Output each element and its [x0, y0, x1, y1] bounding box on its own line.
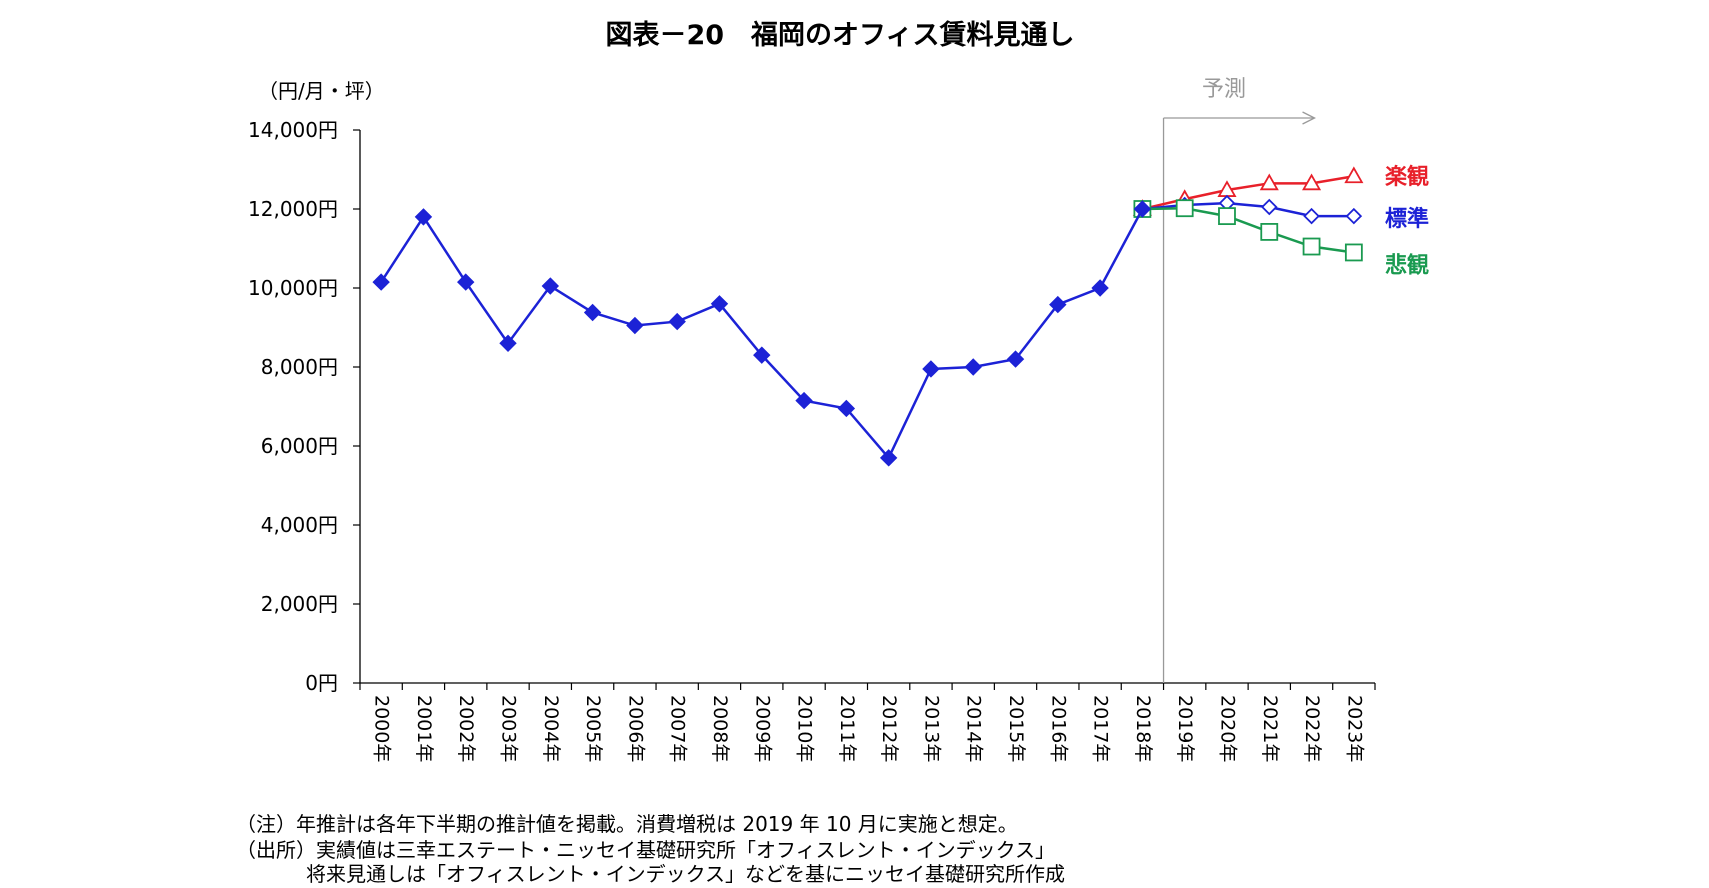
data-point — [1302, 173, 1322, 191]
data-point — [457, 273, 475, 291]
x-tick-label: 2010年 — [794, 695, 816, 762]
series-label: 楽観 — [1385, 164, 1429, 190]
x-tick-label: 2013年 — [920, 695, 942, 762]
data-point — [1344, 166, 1364, 184]
data-point — [541, 277, 560, 295]
y-tick-label: 14,000円 — [248, 118, 338, 142]
forecast-marker: 予測 — [1162, 77, 1316, 683]
data-point — [1175, 199, 1194, 218]
x-tick-label: 2005年 — [582, 695, 604, 762]
data-point — [1259, 173, 1279, 191]
x-tick-label: 2017年 — [1090, 695, 1112, 762]
series-line-悲観 — [1142, 206, 1355, 254]
x-tick-label: 2012年 — [878, 695, 900, 762]
x-tick-label: 2000年 — [371, 695, 393, 762]
data-point — [1344, 243, 1363, 262]
data-point — [964, 358, 982, 376]
data-point — [837, 399, 856, 418]
x-tick-label: 2002年 — [455, 695, 477, 762]
x-tick-label: 2007年 — [667, 695, 689, 762]
data-point — [1260, 223, 1279, 241]
x-tick-label: 2009年 — [751, 695, 773, 762]
x-tick-label: 2021年 — [1259, 695, 1281, 762]
data-point — [879, 449, 898, 467]
x-tick-label: 2014年 — [963, 695, 985, 762]
data-point — [1006, 350, 1025, 368]
data-point — [1345, 207, 1363, 225]
forecast-arrow-head — [1302, 111, 1316, 125]
data-point — [1133, 200, 1152, 218]
x-tick-label: 2019年 — [1174, 695, 1196, 762]
x-tick-label: 2023年 — [1343, 695, 1365, 762]
series-layer — [372, 166, 1364, 467]
y-tick-label: 12,000円 — [248, 197, 338, 221]
data-point — [1218, 207, 1236, 226]
x-tick-label: 2001年 — [413, 695, 435, 762]
y-tick-label: 8,000円 — [261, 355, 338, 379]
data-point — [1303, 207, 1320, 225]
data-point — [710, 295, 729, 313]
data-point — [1091, 279, 1109, 297]
y-tick-label: 6,000円 — [261, 434, 338, 458]
y-tick-label: 4,000円 — [261, 513, 338, 537]
data-point — [1302, 237, 1321, 256]
note-line-3: 将来見通しは「オフィスレント・インデックス」などを基にニッセイ基礎研究所作成 — [306, 862, 1065, 886]
y-unit-label: （円/月・坪） — [258, 79, 385, 103]
data-point — [583, 303, 602, 322]
y-tick-label: 10,000円 — [248, 276, 338, 300]
data-point — [372, 273, 390, 291]
x-tick-label: 2015年 — [1005, 695, 1027, 762]
data-point — [1049, 295, 1067, 314]
series-label: 標準 — [1385, 206, 1429, 232]
chart-title: 図表－20 福岡のオフィス賃料見通し — [605, 20, 1074, 51]
axes: 0円 2,000円 4,000円 6,000円 8,000円 10,000円 12,000円… — [248, 118, 1376, 762]
forecast-label: 予測 — [1202, 77, 1246, 102]
x-tick-label: 2004年 — [540, 695, 562, 762]
note-line-2: （出所）実績値は三幸エステート・ニッセイ基礎研究所「オフィスレント・インデックス… — [236, 838, 1055, 862]
x-tick-label: 2018年 — [1132, 695, 1154, 762]
data-point — [499, 334, 517, 353]
x-tick-label: 2006年 — [624, 695, 646, 762]
data-point — [922, 360, 940, 378]
y-tick-label: 0円 — [305, 671, 338, 695]
data-point — [668, 312, 686, 331]
data-point — [753, 346, 771, 364]
y-tick-label: 2,000円 — [261, 592, 338, 616]
x-tick-label: 2008年 — [709, 695, 731, 762]
note-line-1: （注）年推計は各年下半期の推計値を掲載。消費増税は 2019 年 10 月に実施… — [236, 812, 1018, 836]
data-point — [626, 316, 644, 335]
data-point — [795, 391, 813, 410]
series-label: 悲観 — [1385, 252, 1429, 278]
series-line-実績 — [380, 208, 1144, 461]
x-tick-label: 2022年 — [1301, 695, 1323, 762]
x-tick-label: 2020年 — [1216, 695, 1238, 762]
x-tick-label: 2011年 — [836, 695, 858, 762]
x-tick-label: 2003年 — [498, 695, 520, 762]
data-point — [1260, 198, 1278, 216]
x-tick-label: 2016年 — [1047, 695, 1069, 762]
data-point — [414, 208, 433, 226]
